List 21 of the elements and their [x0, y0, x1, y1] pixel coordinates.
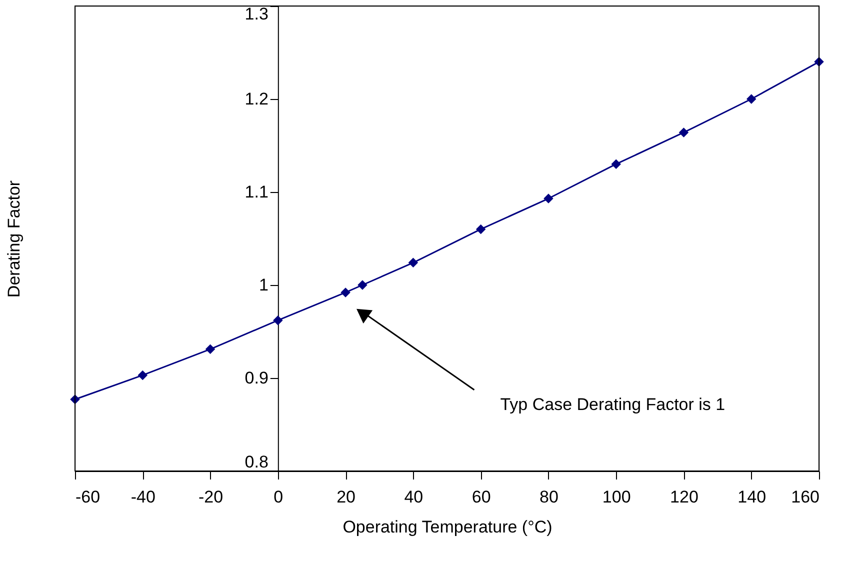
x-tick-label: 20 — [336, 488, 356, 506]
x-tick-label: -20 — [198, 488, 224, 506]
x-tick-label: 100 — [602, 488, 631, 506]
x-tick-label: 160 — [791, 488, 820, 506]
x-tick-label: -60 — [76, 488, 100, 506]
y-tick-label: 0.8 — [244, 452, 268, 472]
x-tick-label: 0 — [274, 488, 284, 506]
x-tick-label: 40 — [404, 488, 424, 506]
x-tick-label: 140 — [738, 488, 766, 506]
y-tick-label: 1 — [258, 276, 268, 294]
y-tick-label: 1.1 — [244, 182, 268, 202]
x-tick-label: -40 — [130, 488, 156, 506]
annotation: Typ Case Derating Factor is 1 — [500, 394, 726, 414]
y-axis-title: Derating Factor — [4, 180, 24, 298]
x-tick-label: 80 — [539, 488, 558, 506]
x-tick-label: 60 — [472, 488, 491, 506]
x-tick-label: 120 — [670, 488, 698, 506]
y-tick-label: 1.3 — [244, 4, 268, 24]
x-axis-title: Operating Temperature (°C) — [342, 518, 552, 536]
y-tick-label: 0.9 — [244, 368, 268, 388]
y-tick-label: 1.2 — [244, 90, 268, 108]
